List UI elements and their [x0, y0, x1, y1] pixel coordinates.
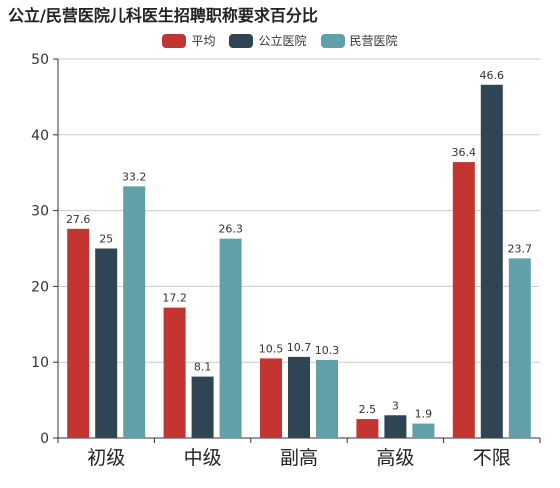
data-labels: 27.6 17.2 10.5 2.5 36.4 25 8.1 10.7 3 46.6 33.2 26.… — [66, 69, 532, 421]
axes: 0 10 20 30 40 50 初级 中级 副高 高级 不限 — [31, 52, 541, 469]
bar-value-label: 27.6 — [66, 213, 91, 226]
bar-value-label: 36.4 — [452, 146, 477, 159]
bar[interactable] — [95, 248, 118, 439]
x-tick-label: 初级 — [87, 447, 125, 469]
bar-value-label: 10.7 — [287, 341, 312, 354]
bar[interactable] — [316, 359, 338, 438]
y-tick-label: 20 — [31, 279, 49, 295]
legend-item-average[interactable]: 平均 — [162, 32, 215, 49]
bar[interactable] — [412, 423, 435, 438]
bar-value-label: 10.5 — [259, 342, 284, 355]
bar[interactable] — [480, 84, 503, 438]
bar-value-label: 10.3 — [315, 344, 340, 357]
chart-title: 公立/民营医院儿科医生招聘职称要求百分比 — [8, 6, 318, 25]
bar[interactable] — [356, 419, 379, 438]
x-tick-label: 高级 — [376, 447, 414, 469]
bar-value-label: 2.5 — [359, 403, 377, 416]
bar[interactable] — [67, 228, 90, 438]
chart-legend[interactable]: 平均 公立医院 民营医院 — [0, 32, 560, 49]
bar[interactable] — [163, 307, 186, 438]
bar-value-label: 33.2 — [122, 170, 147, 183]
bar[interactable] — [123, 186, 146, 438]
bar[interactable] — [452, 162, 475, 438]
legend-item-public[interactable]: 公立医院 — [229, 32, 307, 49]
bar-value-label: 3 — [392, 399, 399, 412]
legend-item-private[interactable]: 民营医院 — [320, 32, 398, 49]
bar-value-label: 1.9 — [415, 408, 433, 421]
bar-value-label: 25 — [99, 233, 113, 246]
legend-swatch-public — [229, 33, 254, 48]
y-tick-label: 50 — [31, 52, 49, 68]
x-tick-label: 中级 — [184, 447, 222, 469]
bar[interactable] — [508, 258, 531, 438]
bar[interactable] — [260, 358, 282, 438]
bar-value-label: 8.1 — [194, 361, 212, 374]
legend-label-public: 公立医院 — [258, 34, 307, 48]
bar-value-label: 46.6 — [480, 69, 505, 82]
bar-value-label: 26.3 — [218, 223, 243, 236]
y-tick-label: 30 — [31, 204, 49, 220]
bars — [67, 84, 531, 439]
bar-value-label: 17.2 — [162, 292, 187, 305]
x-tick-label: 不限 — [473, 447, 511, 469]
x-tick-label: 副高 — [280, 447, 318, 469]
legend-swatch-private — [320, 33, 345, 48]
legend-label-average: 平均 — [191, 34, 216, 48]
bar[interactable] — [219, 238, 242, 438]
bar[interactable] — [384, 415, 407, 438]
bar-value-label: 23.7 — [508, 242, 533, 255]
legend-swatch-average — [162, 33, 187, 48]
y-tick-label: 40 — [31, 128, 49, 144]
bar[interactable] — [288, 356, 310, 438]
y-tick-label: 0 — [40, 431, 49, 447]
legend-label-private: 民营医院 — [349, 34, 398, 48]
bar[interactable] — [191, 376, 214, 438]
y-tick-label: 10 — [31, 355, 49, 371]
